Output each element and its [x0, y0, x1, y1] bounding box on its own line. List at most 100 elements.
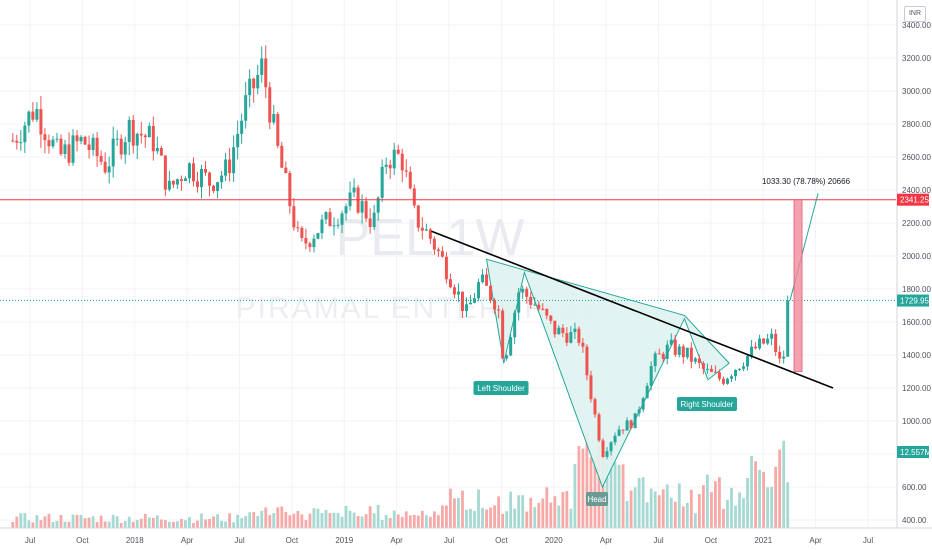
candle-body — [400, 153, 404, 171]
candle-body — [677, 346, 681, 355]
volume-bar — [420, 510, 424, 528]
volume-bar — [264, 507, 268, 528]
volume-bar — [509, 491, 513, 528]
volume-bar — [497, 496, 501, 528]
volume-bar — [710, 492, 713, 528]
candle-body — [135, 133, 139, 146]
currency-button[interactable]: INR — [904, 6, 926, 22]
volume-bar — [742, 498, 745, 528]
volume-bar — [31, 522, 35, 528]
resistance-tag — [897, 193, 929, 206]
volume-bar — [396, 514, 400, 528]
volume-bar — [734, 505, 737, 528]
volume-bar — [750, 456, 753, 528]
candle-body — [364, 201, 368, 219]
volume-bar — [685, 502, 689, 528]
candle-body — [573, 328, 577, 333]
volume-bar — [689, 489, 693, 528]
candle-body — [452, 287, 456, 295]
candle-body — [605, 451, 609, 457]
volume-bar — [356, 516, 360, 528]
candle-body — [738, 368, 742, 370]
candle-body — [509, 337, 513, 356]
volume-bar — [260, 510, 264, 528]
x-tick-label: 2019 — [335, 536, 353, 545]
candle-body — [212, 185, 216, 192]
volume-bar — [424, 515, 428, 528]
candle-body — [139, 133, 143, 136]
candle-body — [308, 243, 312, 248]
volume-bar — [428, 516, 432, 528]
volume-bar — [778, 449, 782, 528]
candle-body — [725, 378, 729, 384]
candle-body — [669, 339, 673, 345]
candle-body — [191, 163, 195, 182]
volume-bar — [43, 516, 47, 528]
candle-body — [300, 227, 304, 238]
candle-body — [412, 188, 416, 206]
candle-body — [697, 358, 701, 364]
candle-body — [384, 164, 388, 167]
x-tick-label: 2020 — [545, 536, 563, 545]
candle-body — [111, 138, 115, 167]
volume-bar — [23, 513, 27, 528]
candle-body — [557, 327, 561, 335]
candle-body — [464, 304, 468, 311]
volume-bar — [59, 515, 63, 528]
candle-body — [71, 135, 75, 163]
volume-bar — [730, 487, 733, 528]
x-tick-label: Apr — [809, 536, 822, 545]
candle-body — [360, 201, 364, 213]
volume-bar — [762, 471, 766, 528]
candle-body — [621, 429, 625, 431]
candle-body — [248, 78, 252, 96]
candle-body — [272, 114, 276, 123]
neckline-trendline — [431, 230, 834, 389]
volume-bar — [693, 513, 697, 528]
left-shoulder-badge — [473, 381, 529, 395]
x-tick-label: 2018 — [126, 536, 144, 545]
x-tick-label: Oct — [76, 536, 89, 545]
volume-bar — [445, 505, 448, 528]
candle-body — [481, 274, 485, 283]
volume-bar — [705, 474, 709, 528]
candle-body — [292, 206, 296, 228]
volume-bar — [581, 448, 585, 528]
candle-body — [167, 180, 171, 190]
candle-body — [340, 213, 344, 225]
volume-bar — [47, 513, 51, 528]
candle-body — [163, 155, 167, 190]
volume-bar — [573, 464, 577, 528]
candle-body — [216, 182, 220, 192]
volume-bar — [256, 516, 260, 528]
volume-bar — [196, 520, 199, 528]
volume-bar — [220, 520, 223, 528]
x-tick-label: Jul — [653, 536, 663, 545]
candle-body — [232, 147, 236, 174]
candle-body — [685, 347, 689, 358]
last-price-tag — [897, 294, 929, 307]
volume-bar — [99, 515, 103, 528]
candle-body — [159, 148, 163, 156]
volume-bar — [139, 518, 143, 528]
candle-body — [758, 338, 762, 349]
volume-bar — [332, 512, 336, 528]
candle-body — [637, 409, 641, 414]
volume-bar — [348, 510, 352, 528]
candle-body — [59, 138, 63, 155]
candle-body — [549, 315, 553, 321]
candle-body — [529, 296, 533, 305]
candle-body — [143, 135, 147, 138]
candle-body — [236, 133, 240, 148]
volume-bar — [35, 515, 39, 528]
volume-tag — [897, 446, 929, 458]
volume-bar — [83, 518, 87, 528]
volume-bar — [722, 508, 725, 528]
x-tick-label: Apr — [600, 536, 613, 545]
candle-body — [717, 372, 721, 379]
volume-bar — [770, 486, 774, 528]
candle-body — [240, 120, 244, 134]
volume-bar — [416, 515, 420, 528]
volume-bar — [216, 514, 219, 528]
